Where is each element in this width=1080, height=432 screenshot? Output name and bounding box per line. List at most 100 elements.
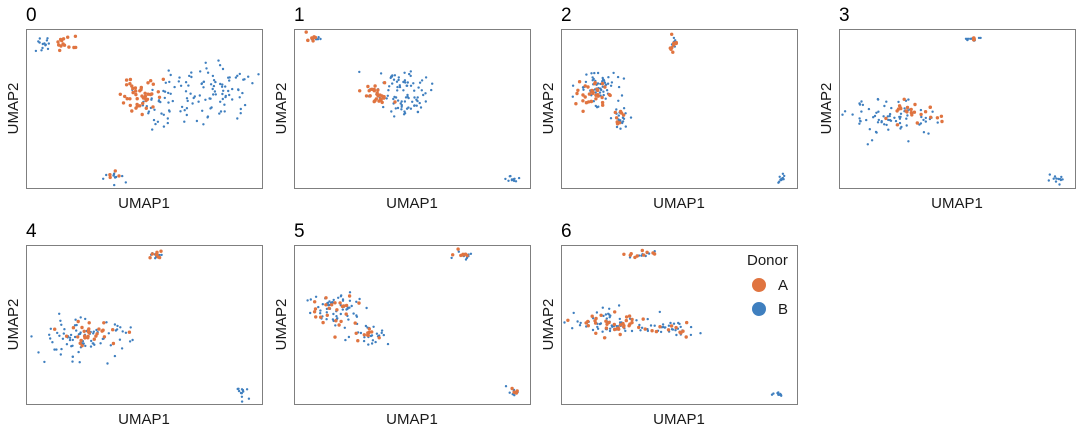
data-point-donor-b	[398, 84, 401, 87]
data-point-donor-a	[362, 333, 366, 337]
data-point-donor-a	[613, 310, 617, 314]
data-point-donor-b	[363, 336, 366, 339]
data-point-donor-b	[380, 329, 384, 332]
data-point-donor-b	[167, 91, 170, 95]
data-point-donor-b	[212, 84, 216, 88]
data-point-donor-b	[362, 339, 366, 343]
data-point-donor-b	[886, 115, 889, 118]
data-point-donor-b	[585, 73, 588, 76]
data-point-donor-b	[387, 89, 390, 92]
data-point-donor-b	[679, 325, 682, 329]
data-point-donor-b	[335, 315, 338, 318]
data-point-donor-a	[121, 101, 126, 105]
data-point-donor-b	[885, 100, 888, 103]
data-point-donor-a	[594, 97, 598, 101]
data-point-donor-b	[177, 80, 180, 83]
data-point-donor-b	[407, 96, 410, 100]
data-point-donor-a	[72, 45, 76, 50]
data-point-donor-b	[195, 119, 199, 123]
data-point-donor-b	[404, 96, 408, 99]
points-layer	[841, 36, 1064, 186]
data-point-donor-b	[416, 96, 419, 99]
data-point-donor-a	[674, 325, 678, 330]
data-point-donor-a	[587, 92, 592, 96]
data-point-donor-b	[202, 80, 206, 84]
data-point-donor-b	[118, 338, 122, 341]
data-point-donor-b	[41, 46, 44, 50]
data-point-donor-b	[595, 311, 599, 314]
data-point-donor-a	[313, 300, 317, 304]
data-point-donor-b	[907, 140, 910, 143]
data-point-donor-b	[413, 104, 416, 108]
data-point-donor-b	[664, 326, 667, 329]
data-point-donor-b	[205, 67, 208, 70]
data-point-donor-a	[123, 94, 127, 99]
data-point-donor-b	[674, 329, 677, 332]
data-point-donor-a	[138, 104, 142, 108]
data-point-donor-b	[622, 77, 626, 80]
data-point-donor-b	[147, 112, 150, 115]
data-point-donor-b	[112, 174, 115, 177]
data-point-donor-a	[61, 37, 66, 41]
data-point-donor-b	[602, 90, 605, 93]
data-point-donor-b	[409, 107, 413, 110]
data-point-donor-a	[337, 323, 341, 327]
data-point-donor-b	[124, 331, 128, 334]
data-point-donor-a	[590, 314, 594, 318]
data-point-donor-b	[504, 177, 507, 181]
data-point-donor-b	[422, 93, 425, 97]
data-point-donor-a	[101, 328, 105, 332]
data-point-donor-b	[89, 345, 93, 348]
data-point-donor-b	[105, 173, 108, 177]
data-point-donor-b	[332, 298, 335, 302]
data-point-donor-a	[897, 104, 902, 108]
data-point-donor-a	[143, 91, 147, 96]
data-point-donor-b	[192, 96, 195, 100]
data-point-donor-a	[124, 78, 129, 82]
data-point-donor-b	[877, 110, 880, 113]
data-point-donor-a	[324, 303, 328, 307]
data-point-donor-b	[388, 85, 391, 88]
data-point-donor-b	[920, 115, 923, 119]
data-point-donor-b	[411, 100, 414, 104]
data-point-donor-b	[319, 309, 322, 312]
plot-frame	[26, 29, 263, 189]
data-point-donor-a	[593, 321, 598, 325]
data-point-donor-a	[928, 105, 932, 109]
data-point-donor-b	[44, 44, 47, 47]
data-point-donor-b	[62, 332, 65, 335]
data-point-donor-b	[469, 252, 473, 255]
data-point-donor-b	[91, 342, 95, 345]
data-point-donor-b	[603, 81, 607, 84]
data-point-donor-b	[241, 91, 244, 95]
data-point-donor-b	[843, 110, 847, 113]
data-point-donor-b	[1054, 180, 1058, 183]
data-point-donor-b	[224, 95, 227, 99]
data-point-donor-b	[309, 298, 312, 301]
data-point-donor-a	[658, 325, 662, 329]
data-point-donor-b	[689, 333, 693, 337]
data-point-donor-b	[610, 81, 614, 84]
data-point-donor-b	[37, 40, 40, 43]
data-point-donor-b	[347, 335, 351, 339]
data-point-donor-b	[424, 100, 427, 103]
data-point-donor-a	[108, 175, 112, 180]
data-point-donor-a	[94, 334, 98, 338]
data-point-donor-b	[343, 326, 346, 329]
data-point-donor-a	[640, 248, 644, 253]
panel-title: 5	[294, 221, 305, 242]
data-point-donor-a	[66, 35, 70, 39]
data-point-donor-b	[251, 82, 254, 85]
data-point-donor-b	[604, 97, 607, 100]
data-point-donor-b	[95, 328, 98, 332]
data-point-donor-b	[167, 101, 170, 104]
data-point-donor-b	[317, 36, 320, 39]
data-point-donor-b	[604, 313, 608, 316]
data-point-donor-b	[154, 257, 157, 260]
data-point-donor-b	[399, 102, 402, 105]
data-point-donor-b	[121, 330, 124, 333]
data-point-donor-b	[47, 42, 50, 45]
data-point-donor-b	[876, 121, 880, 124]
data-point-donor-a	[377, 99, 381, 103]
data-point-donor-b	[781, 177, 785, 180]
